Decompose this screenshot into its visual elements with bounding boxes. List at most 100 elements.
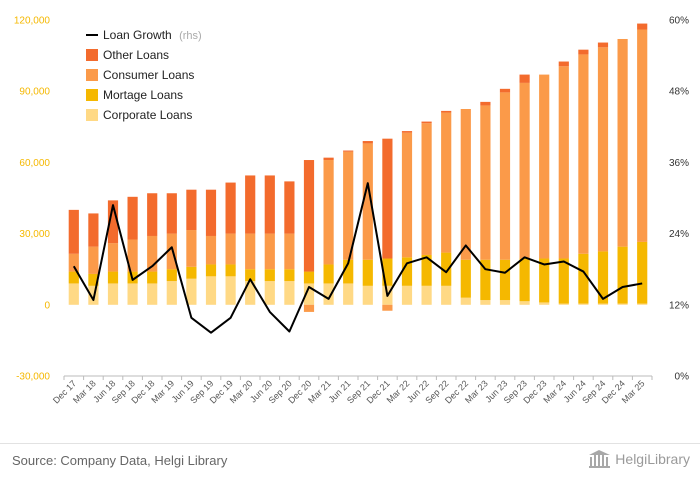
bar-other-1 [88,213,99,247]
bar-corporate-11 [284,281,295,305]
bar-consumer-12 [303,304,315,312]
svg-text:Loan Growth (rhs): Loan Growth (rhs) [103,28,202,42]
bar-mortgage-0 [68,271,79,284]
bar-mortgage-21 [480,259,491,301]
legend-consumer-swatch [86,69,98,81]
bar-corporate-6 [186,278,197,305]
bar-mortgage-29 [637,241,648,304]
bar-mortgage-24 [539,258,550,303]
bar-mortgage-27 [597,251,609,304]
bar-consumer-20 [460,109,471,260]
bar-consumer-6 [186,230,197,267]
bar-consumer-25 [558,66,569,259]
legend-corporate-label: Corporate Loans [103,108,192,122]
bar-other-19 [441,110,452,113]
bar-mortgage-26 [578,253,589,304]
bar-consumer-9 [245,233,256,270]
y-left-tick-label: 60,000 [19,158,50,169]
bar-corporate-25 [558,303,569,305]
bar-corporate-18 [421,285,432,305]
loan-chart: -30,000 0 30,000 60,000 90,000 120,000 0% 12% 24… [14,16,690,406]
y-left-tick-label: 90,000 [19,87,50,98]
bar-mortgage-1 [88,273,99,286]
bar-consumer-22 [499,92,511,260]
bar-corporate-28 [617,303,628,305]
y-left-tick-label: 0 [44,300,50,311]
bar-mortgage-16 [382,258,393,286]
bar-mortgage-13 [323,264,334,284]
bar-other-9 [245,175,256,234]
bar-mortgage-5 [166,269,177,282]
bar-corporate-23 [519,301,530,305]
y-left-tick-label: -30,000 [16,372,50,383]
bar-consumer-17 [401,132,413,258]
legend-mortgage-swatch [86,89,98,101]
bar-corporate-3 [127,283,138,305]
bar-consumer-10 [264,233,275,270]
bar-corporate-27 [597,303,609,305]
legend-corporate-swatch [86,109,98,121]
y-left-tick-label: 120,000 [14,16,51,27]
bar-other-29 [637,23,648,30]
y-left-tick-label: 30,000 [19,229,50,240]
bar-corporate-4 [147,283,158,305]
bar-corporate-2 [107,283,119,305]
bar-other-25 [558,61,569,67]
y-right-tick-label: 24% [669,229,689,240]
bar-mortgage-2 [107,271,119,284]
bar-corporate-19 [441,285,452,305]
bar-consumer-15 [362,143,373,260]
bar-corporate-26 [578,303,589,305]
bar-mortgage-25 [558,258,569,304]
bar-mortgage-15 [362,259,373,286]
bar-mortgage-10 [264,269,275,282]
bar-consumer-5 [166,233,177,270]
bar-other-8 [225,182,236,234]
legend-consumer-label: Consumer Loans [103,68,194,82]
bar-mortgage-18 [421,254,432,286]
bar-consumer-7 [205,235,217,265]
bar-other-16 [382,138,393,259]
bar-other-14 [343,150,354,152]
bar-other-6 [186,189,197,231]
bar-other-17 [401,131,413,133]
helgi-library-logo-icon [589,450,611,468]
bar-consumer-14 [343,151,354,260]
legend-growth-suffix: (rhs) [179,30,202,42]
bars-layer [68,23,648,312]
bar-mortgage-19 [441,252,452,286]
bar-mortgage-6 [186,266,197,279]
bar-consumer-2 [107,243,119,272]
brand[interactable]: HelgiLibrary [589,450,690,468]
bar-mortgage-20 [460,259,471,298]
bar-corporate-29 [637,303,648,305]
bar-consumer-1 [88,246,99,274]
bar-corporate-0 [68,283,79,305]
bar-corporate-22 [499,300,511,305]
bar-mortgage-12 [303,271,315,284]
bar-other-4 [147,193,158,236]
legend-other-label: Other Loans [103,48,169,62]
y-right-tick-label: 60% [669,16,689,27]
bar-consumer-27 [597,47,609,252]
bar-other-7 [205,189,217,236]
bar-mortgage-22 [499,259,511,301]
bar-corporate-13 [323,283,334,305]
bar-other-22 [499,88,511,93]
bar-consumer-29 [637,29,648,242]
bar-other-11 [284,181,295,234]
bar-corporate-10 [264,281,275,305]
bar-other-15 [362,141,373,144]
bar-other-3 [127,196,138,240]
bar-other-26 [578,49,589,55]
bar-consumer-13 [323,160,334,265]
bar-consumer-19 [441,112,452,253]
bar-corporate-21 [480,300,491,305]
loan-growth-line [72,182,643,334]
bar-consumer-23 [519,82,530,259]
source-text: Source: Company Data, Helgi Library [12,453,228,468]
bar-consumer-16 [382,304,393,311]
y-right-tick-label: 36% [669,158,689,169]
y-right-tick-label: 0% [675,372,690,383]
bar-corporate-5 [166,281,177,305]
